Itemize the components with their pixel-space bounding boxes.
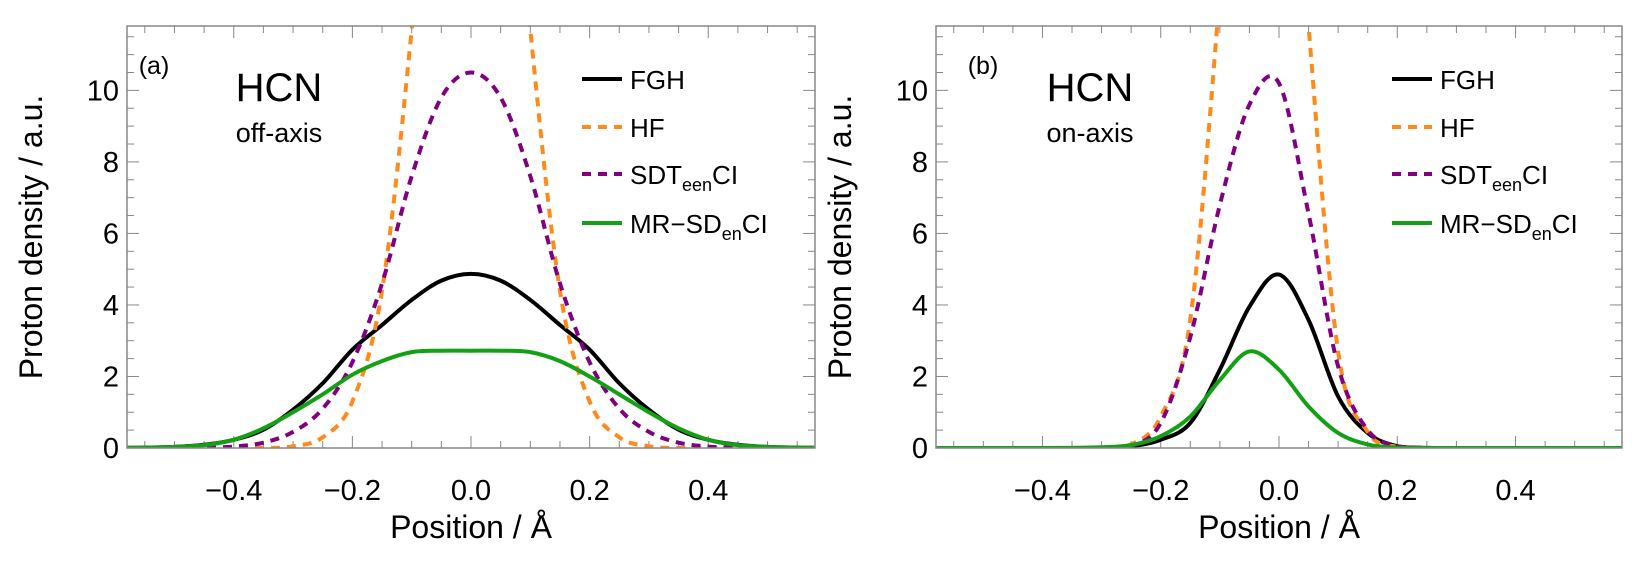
orientation-label: on-axis xyxy=(1046,118,1133,148)
legend-label: FGH xyxy=(630,65,685,95)
y-tick-label: 8 xyxy=(103,147,119,179)
legend-item-hf: HF xyxy=(1392,113,1475,143)
y-tick-label: 6 xyxy=(103,218,119,250)
legend-label: FGH xyxy=(1440,65,1495,95)
y-tick-label: 6 xyxy=(912,218,928,250)
x-tick-label: 0.2 xyxy=(569,475,609,507)
x-tick-label: −0.4 xyxy=(1014,475,1071,507)
x-tick-label: 0.4 xyxy=(1495,475,1535,507)
x-tick-label: 0.4 xyxy=(688,475,728,507)
panel-label: (b) xyxy=(968,52,999,80)
legend-suffix: CI xyxy=(742,209,768,239)
legend-subscript: en xyxy=(1532,224,1552,244)
series-line-mr-sdenci xyxy=(127,348,815,448)
legend-suffix: CI xyxy=(712,160,738,190)
legend-name: SDT xyxy=(630,160,682,190)
plot-frame xyxy=(126,25,816,449)
legend-label: HF xyxy=(1440,113,1475,143)
legend-label: MR−SDenCI xyxy=(1440,209,1578,244)
molecule-title: HCN xyxy=(1047,66,1134,110)
legend-subscript: een xyxy=(682,175,712,195)
legend-name: FGH xyxy=(1440,65,1495,95)
legend-label: SDTeenCI xyxy=(1440,160,1548,195)
series-line-sdteenci xyxy=(936,74,1622,448)
legend-name: HF xyxy=(1440,113,1475,143)
legend-label: HF xyxy=(630,113,665,143)
legend-item-mr-sdenci: MR−SDenCI xyxy=(582,209,768,244)
y-tick-label: 10 xyxy=(896,75,928,107)
y-tick-label: 8 xyxy=(912,147,928,179)
y-tick-label: 2 xyxy=(912,361,928,393)
x-axis-label: Position / Å xyxy=(390,509,553,545)
legend-subscript: en xyxy=(722,224,742,244)
y-tick-label: 4 xyxy=(103,290,119,322)
y-tick-label: 2 xyxy=(103,361,119,393)
legend-item-sdteenci: SDTeenCI xyxy=(1392,160,1548,195)
legend-label: MR−SDenCI xyxy=(630,209,768,244)
legend-name: HF xyxy=(630,113,665,143)
legend-item-hf: HF xyxy=(582,113,665,143)
panel-label: (a) xyxy=(139,52,170,80)
panel-a: −0.4 −0.2 0.0 0.2 0.4 0 2 4 6 8 10 Position / Å Prot… xyxy=(13,25,816,545)
x-tick-label: −0.2 xyxy=(1132,475,1189,507)
legend-name: SDT xyxy=(1440,160,1492,190)
y-tick-label: 10 xyxy=(87,75,119,107)
y-tick-label: 4 xyxy=(912,290,928,322)
legend-item-sdteenci: SDTeenCI xyxy=(582,160,738,195)
legend-item-fgh: FGH xyxy=(582,65,685,95)
series-line-sdteenci xyxy=(127,70,815,448)
legend-suffix: CI xyxy=(1552,209,1578,239)
legend-name: FGH xyxy=(630,65,685,95)
molecule-title: HCN xyxy=(236,66,323,110)
series-line-fgh xyxy=(127,271,815,448)
y-tick-label: 0 xyxy=(103,433,119,465)
x-tick-label: 0.0 xyxy=(451,475,491,507)
panel-b: −0.4 −0.2 0.0 0.2 0.4 0 2 4 6 8 10 Position / Å Prot… xyxy=(822,25,1623,545)
legend-name: MR−SD xyxy=(1440,209,1532,239)
legend-label: SDTeenCI xyxy=(630,160,738,195)
orientation-label: off-axis xyxy=(236,118,323,148)
x-tick-label: 0.0 xyxy=(1259,475,1299,507)
x-tick-label: 0.2 xyxy=(1377,475,1417,507)
plot-frame xyxy=(935,25,1623,449)
legend-item-mr-sdenci: MR−SDenCI xyxy=(1392,209,1578,244)
series-line-mr-sdenci xyxy=(936,349,1622,448)
legend-subscript: een xyxy=(1492,175,1522,195)
y-axis-label: Proton density / a.u. xyxy=(822,95,858,380)
x-tick-label: −0.4 xyxy=(205,475,262,507)
legend-suffix: CI xyxy=(1522,160,1548,190)
y-axis-label: Proton density / a.u. xyxy=(13,95,49,380)
series-line-fgh xyxy=(936,272,1622,448)
y-tick-label: 0 xyxy=(912,433,928,465)
legend-name: MR−SD xyxy=(630,209,722,239)
x-tick-label: −0.2 xyxy=(324,475,381,507)
x-axis-label: Position / Å xyxy=(1198,509,1361,545)
legend-item-fgh: FGH xyxy=(1392,65,1495,95)
ticks xyxy=(936,26,1622,449)
